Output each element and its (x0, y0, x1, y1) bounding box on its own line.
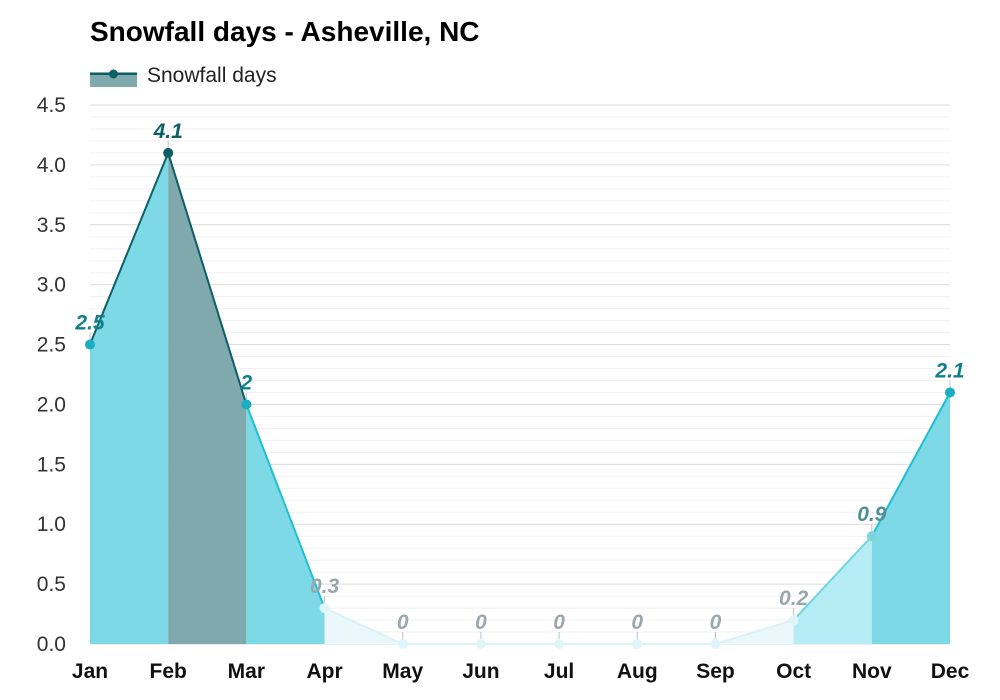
x-axis-tick-labels: Jan Feb Mar Apr May Jun Jul Aug Sep Oct Nov Dec (72, 660, 970, 683)
area-fills (90, 152, 950, 644)
data-point (554, 639, 565, 649)
series-line-segment (89, 152, 170, 345)
data-label: 0.2 (779, 587, 809, 610)
data-label: 0.3 (310, 575, 340, 598)
y-tick-label: 2.5 (37, 334, 66, 357)
y-axis-tick-labels: 0.0 0.5 1.0 1.5 2.0 2.5 3.0 3.5 4.0 4.5 (37, 94, 66, 656)
y-tick-label: 3.5 (37, 214, 66, 237)
data-points (85, 147, 955, 649)
data-label: 0 (397, 611, 409, 634)
data-labels: 2.5 4.1 2 0.3 0 0 0 0 0 0.2 0.9 2.1 (74, 120, 964, 634)
x-tick-label: Apr (306, 660, 342, 683)
data-point (319, 603, 330, 614)
data-label: 0 (553, 611, 565, 634)
y-tick-label: 1.5 (37, 453, 66, 476)
legend[interactable]: Snowfall days (90, 64, 277, 87)
legend-swatch (90, 72, 137, 87)
area-segment (793, 536, 872, 644)
data-label: 0 (631, 611, 643, 634)
x-tick-label: Dec (931, 660, 970, 683)
legend-marker (109, 69, 118, 79)
y-tick-label: 2.0 (37, 393, 66, 416)
y-tick-label: 4.5 (37, 94, 66, 117)
y-tick-label: 3.0 (37, 274, 66, 297)
legend-label: Snowfall days (147, 64, 277, 87)
x-tick-label: Feb (150, 660, 187, 683)
x-tick-label: Aug (617, 660, 658, 683)
data-point (866, 531, 877, 542)
area-segment (246, 404, 325, 644)
data-label: 2 (240, 371, 253, 394)
x-tick-label: May (382, 660, 423, 683)
series-line-segment (715, 619, 794, 645)
data-point (788, 615, 799, 626)
data-label: 0 (710, 611, 722, 634)
series-line-segment (324, 607, 404, 645)
y-tick-label: 4.0 (37, 154, 66, 177)
x-tick-label: Jul (544, 660, 574, 683)
x-tick-label: Jan (72, 660, 108, 683)
data-label: 4.1 (153, 120, 183, 143)
y-tick-label: 0.0 (37, 633, 66, 656)
series-line-segment (245, 404, 326, 609)
data-point (945, 387, 955, 398)
data-point (632, 639, 643, 649)
data-label: 2.1 (934, 359, 964, 382)
area-segment (168, 152, 247, 644)
x-tick-label: Sep (696, 660, 735, 683)
data-point (241, 399, 252, 410)
x-tick-label: Mar (228, 660, 265, 683)
series-lines (89, 152, 951, 645)
data-point (397, 639, 408, 649)
series-line-segment (870, 391, 951, 537)
area-segment (871, 392, 950, 644)
x-tick-label: Jun (462, 660, 499, 683)
series-line-segment (167, 152, 248, 405)
area-segment (90, 152, 169, 644)
chart-title: Snowfall days - Asheville, NC (90, 16, 480, 47)
x-tick-label: Nov (852, 660, 892, 683)
data-point (710, 639, 721, 649)
data-label: 0.9 (857, 503, 887, 526)
data-label: 2.5 (74, 312, 105, 335)
y-tick-label: 1.0 (37, 513, 66, 536)
x-tick-label: Oct (776, 660, 811, 683)
y-tick-label: 0.5 (37, 573, 66, 596)
data-label: 0 (475, 611, 487, 634)
data-point (163, 147, 174, 158)
data-point (85, 339, 95, 350)
series-line-segment (792, 535, 873, 621)
data-point (475, 639, 486, 649)
